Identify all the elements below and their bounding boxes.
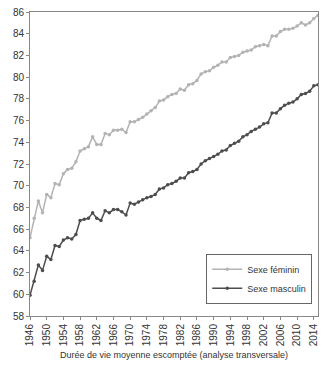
svg-text:1998: 1998 [241,324,252,347]
svg-text:84: 84 [13,28,25,39]
svg-text:2006: 2006 [275,324,286,347]
svg-text:70: 70 [13,180,25,191]
svg-text:76: 76 [13,115,25,126]
svg-text:1946: 1946 [24,324,35,347]
svg-text:1978: 1978 [158,324,169,347]
svg-text:78: 78 [13,93,25,104]
svg-text:68: 68 [13,202,25,213]
svg-text:1982: 1982 [175,324,186,347]
svg-text:62: 62 [13,267,25,278]
svg-text:1990: 1990 [208,324,219,347]
svg-text:1958: 1958 [74,324,85,347]
svg-text:1954: 1954 [58,324,69,347]
svg-text:74: 74 [13,137,25,148]
svg-text:2010: 2010 [291,324,302,347]
svg-text:Sexe féminin: Sexe féminin [247,265,299,275]
svg-text:Durée de vie moyenne escomptée: Durée de vie moyenne escomptée (analyse … [60,350,288,360]
svg-text:72: 72 [13,159,25,170]
svg-text:1966: 1966 [108,324,119,347]
svg-text:1950: 1950 [41,324,52,347]
svg-text:66: 66 [13,224,25,235]
svg-text:80: 80 [13,72,25,83]
svg-text:1970: 1970 [124,324,135,347]
svg-text:1962: 1962 [91,324,102,347]
svg-text:Sexe masculin: Sexe masculin [247,284,306,294]
svg-text:1994: 1994 [225,324,236,347]
svg-text:1974: 1974 [141,324,152,347]
svg-text:82: 82 [13,50,25,61]
svg-text:58: 58 [13,311,25,322]
svg-text:1986: 1986 [191,324,202,347]
svg-text:2014: 2014 [308,324,319,347]
svg-text:64: 64 [13,245,25,256]
svg-text:2002: 2002 [258,324,269,347]
svg-text:60: 60 [13,289,25,300]
svg-text:86: 86 [13,7,25,18]
